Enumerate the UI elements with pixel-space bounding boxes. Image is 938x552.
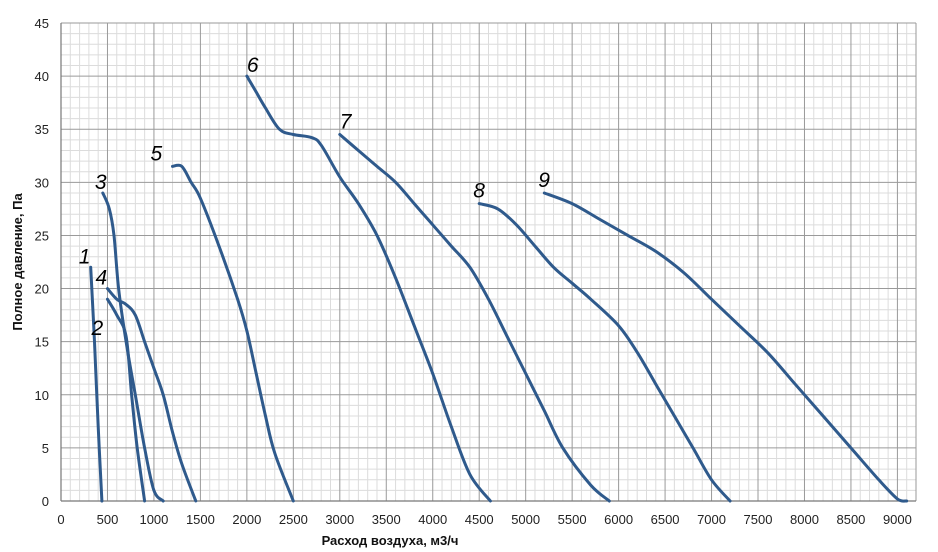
series-line-6: [245, 74, 492, 503]
y-tick-label: 15: [35, 335, 49, 350]
series-line-1: [89, 265, 104, 503]
x-tick-label: 5500: [558, 512, 587, 527]
series-lines: [89, 74, 909, 503]
y-tick-label: 0: [42, 494, 49, 509]
x-tick-label: 500: [97, 512, 119, 527]
y-tick-labels: 0 5 10 15 20 25 30 35 40 45: [35, 16, 49, 509]
y-tick-label: 45: [35, 16, 49, 31]
series-label-1: 1: [79, 245, 91, 268]
x-tick-label: 4000: [418, 512, 447, 527]
x-tick-label: 7000: [697, 512, 726, 527]
series-label-5: 5: [151, 142, 163, 165]
x-tick-label: 2500: [279, 512, 308, 527]
series-label-3: 3: [95, 171, 107, 194]
x-tick-label: 7500: [744, 512, 773, 527]
y-tick-label: 40: [35, 69, 49, 84]
y-tick-label: 25: [35, 228, 49, 243]
x-tick-label: 2000: [232, 512, 261, 527]
x-tick-label: 8500: [836, 512, 865, 527]
x-tick-label: 3500: [372, 512, 401, 527]
x-tick-label: 9000: [883, 512, 912, 527]
x-tick-label: 8000: [790, 512, 819, 527]
x-tick-label: 4500: [465, 512, 494, 527]
series-label-2: 2: [90, 317, 103, 340]
x-tick-label: 1000: [139, 512, 168, 527]
series-line-4: [106, 287, 198, 503]
y-tick-label: 20: [35, 282, 49, 297]
x-tick-labels: 0 500 1000 1500 2000 2500 3000 3500 4000 4500 5000…: [57, 512, 911, 527]
series-labels: 1 2 3 4 5 6 7 8 9: [79, 54, 551, 340]
series-line-9: [542, 191, 909, 503]
x-tick-label: 6500: [651, 512, 680, 527]
major-grid: [61, 22, 917, 501]
x-tick-label: 1500: [186, 512, 215, 527]
series-line-5: [171, 163, 295, 503]
series-label-8: 8: [473, 180, 485, 203]
x-tick-label: 0: [57, 512, 64, 527]
y-tick-label: 35: [35, 122, 49, 137]
series-line-8: [477, 202, 732, 503]
series-line-7: [338, 133, 611, 503]
x-tick-label: 5000: [511, 512, 540, 527]
series-label-7: 7: [340, 111, 353, 134]
series-label-6: 6: [247, 54, 259, 77]
y-tick-label: 10: [35, 388, 49, 403]
minor-grid: [61, 23, 917, 501]
y-axis-label: Полное давление, Па: [10, 193, 25, 331]
series-line-3: [101, 191, 165, 503]
x-tick-label: 3000: [325, 512, 354, 527]
x-axis-label: Расход воздуха, м3/ч: [322, 533, 459, 548]
y-tick-label: 30: [35, 175, 49, 190]
series-label-9: 9: [538, 169, 550, 192]
x-tick-label: 6000: [604, 512, 633, 527]
y-tick-label: 5: [42, 441, 49, 456]
series-label-4: 4: [95, 267, 107, 290]
